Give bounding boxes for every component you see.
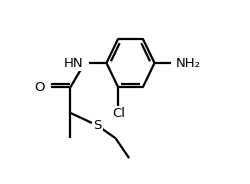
Text: HN: HN [64, 56, 84, 70]
Text: NH₂: NH₂ [176, 56, 201, 70]
Text: O: O [34, 81, 45, 94]
Text: S: S [93, 119, 101, 132]
Text: Cl: Cl [111, 107, 124, 120]
